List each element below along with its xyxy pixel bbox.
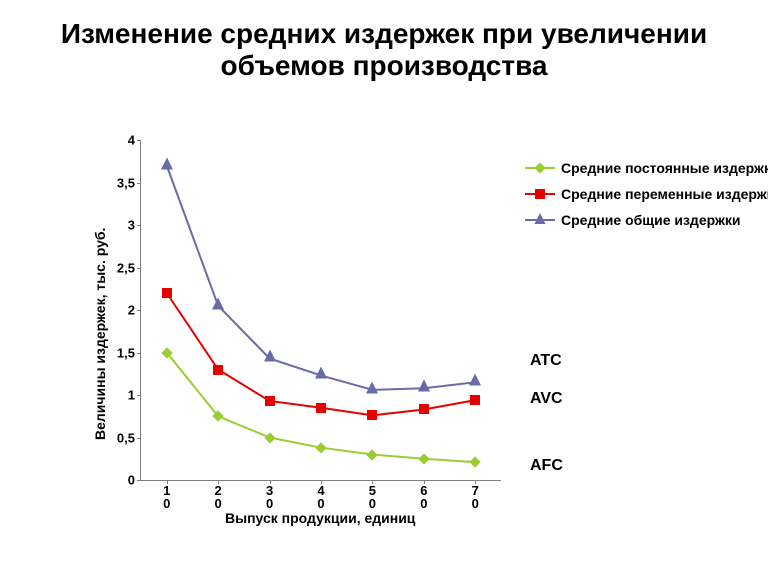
legend-swatch-avc [525,193,555,195]
y-tick-label: 0 [128,473,135,488]
legend-label-afc: Средние постоянные издержки [561,160,768,176]
y-tick-mark [137,395,141,396]
legend-item-afc: Средние постоянные издержки [525,160,768,176]
y-tick-label: 2 [128,303,135,318]
series-annotation-afc: AFC [530,457,563,475]
y-tick-mark [137,353,141,354]
chart-area: 00,511,522,533,5410203040506070 Величины… [80,120,720,540]
x-tick-label: 60 [414,484,434,510]
legend-item-atc: Средние общие издержки [525,212,768,228]
marker-atc [160,156,174,175]
legend-swatch-atc [525,219,555,221]
plot-region: 00,511,522,533,5410203040506070 [140,140,501,481]
legend-swatch-afc [525,167,555,169]
x-tick-label: 40 [311,484,331,510]
y-tick-label: 3 [128,218,135,233]
marker-avc [213,365,223,375]
y-axis-title: Величины издержек, тыс. руб. [92,228,108,440]
chart-title: Изменение средних издержек при увеличени… [0,18,768,82]
y-tick-mark [137,183,141,184]
y-tick-label: 3,5 [117,175,135,190]
y-tick-label: 2,5 [117,260,135,275]
y-tick-mark [137,310,141,311]
x-tick-label: 30 [260,484,280,510]
marker-atc [314,366,328,385]
y-tick-mark [137,225,141,226]
y-tick-label: 1 [128,388,135,403]
marker-avc [265,396,275,406]
x-tick-label: 70 [465,484,485,510]
y-tick-mark [137,438,141,439]
y-tick-mark [137,480,141,481]
x-tick-label: 50 [362,484,382,510]
series-annotation-avc: AVC [530,390,563,408]
marker-atc [417,379,431,398]
marker-atc [263,349,277,368]
marker-atc [468,373,482,392]
legend-label-avc: Средние переменные издержки [561,186,768,202]
x-tick-label: 20 [208,484,228,510]
legend: Средние постоянные издержки Средние пере… [525,160,768,238]
y-tick-label: 1,5 [117,345,135,360]
marker-avc [367,410,377,420]
marker-atc [365,380,379,399]
legend-item-avc: Средние переменные издержки [525,186,768,202]
marker-avc [470,395,480,405]
y-tick-label: 0,5 [117,430,135,445]
marker-avc [316,403,326,413]
marker-avc [162,288,172,298]
series-line-atc [167,166,476,390]
series-annotation-atc: ATC [530,352,562,370]
marker-atc [211,296,225,315]
y-tick-mark [137,140,141,141]
y-tick-mark [137,268,141,269]
x-tick-label: 10 [157,484,177,510]
y-tick-label: 4 [128,133,135,148]
legend-label-atc: Средние общие издержки [561,212,741,228]
series-lines [141,140,501,480]
marker-avc [419,404,429,414]
x-axis-title: Выпуск продукции, единиц [225,510,415,526]
